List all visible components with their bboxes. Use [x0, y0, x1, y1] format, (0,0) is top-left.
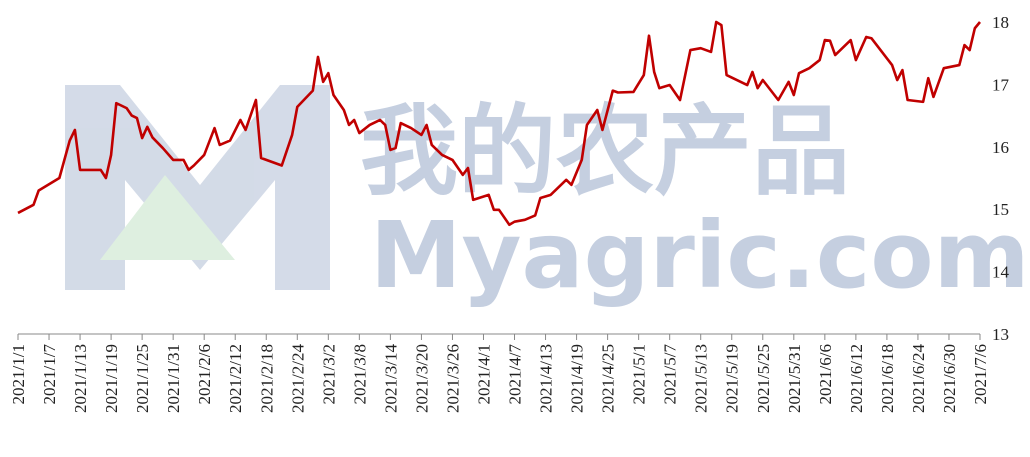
y-tick-label: 16: [992, 138, 1009, 157]
x-tick-label: 2021/7/6: [971, 344, 990, 404]
x-tick-label: 2021/4/1: [474, 344, 493, 404]
x-tick-label: 2021/6/24: [909, 344, 928, 413]
x-tick-label: 2021/2/18: [257, 344, 276, 413]
watermark-site: Myagric.com: [370, 202, 1029, 309]
y-tick-label: 18: [992, 13, 1009, 32]
y-tick-label: 15: [992, 200, 1009, 219]
x-tick-label: 2021/4/7: [506, 344, 525, 405]
x-tick-label: 2021/6/18: [878, 344, 897, 413]
x-tick-label: 2021/1/25: [133, 344, 152, 413]
x-tick-label: 2021/1/31: [164, 344, 183, 413]
x-tick-label: 2021/3/8: [350, 344, 369, 404]
logo-shape: [65, 85, 330, 290]
x-tick-label: 2021/5/1: [630, 344, 649, 404]
y-tick-label: 17: [992, 75, 1010, 94]
watermark-name: 我的农产品: [360, 95, 850, 209]
x-tick-label: 2021/4/19: [568, 344, 587, 413]
x-tick-label: 2021/6/30: [940, 344, 959, 413]
x-tick-label: 2021/6/6: [816, 344, 835, 404]
x-tick-label: 2021/5/25: [754, 344, 773, 413]
x-tick-label: 2021/5/7: [661, 344, 680, 405]
x-tick-label: 2021/4/13: [537, 344, 556, 413]
line: [17, 20, 982, 227]
x-tick-label: 2021/1/13: [71, 344, 90, 413]
y-tick-label: 13: [992, 325, 1009, 344]
x-tick-label: 2021/1/1: [9, 344, 28, 404]
logo-leaf: [100, 175, 235, 260]
x-tick-label: 2021/4/25: [599, 344, 618, 413]
x-tick-label: 2021/2/24: [288, 344, 307, 413]
x-tick-label: 2021/3/20: [412, 344, 431, 413]
x-tick-label: 2021/5/13: [692, 344, 711, 413]
y-tick-label: 14: [992, 263, 1010, 282]
watermark-logo: [65, 85, 330, 290]
x-tick-label: 2021/6/12: [847, 344, 866, 413]
x-tick-label: 2021/3/2: [319, 344, 338, 404]
x-tick-label: 2021/5/31: [785, 344, 804, 413]
x-tick-label: 2021/1/7: [40, 344, 59, 405]
x-tick-label: 2021/3/26: [443, 344, 462, 413]
x-tick-label: 2021/1/19: [102, 344, 121, 413]
x-tick-label: 2021/2/12: [226, 344, 245, 413]
x-tick-label: 2021/5/19: [723, 344, 742, 413]
x-tick-label: 2021/3/14: [381, 344, 400, 413]
x-tick-label: 2021/2/6: [195, 344, 214, 404]
